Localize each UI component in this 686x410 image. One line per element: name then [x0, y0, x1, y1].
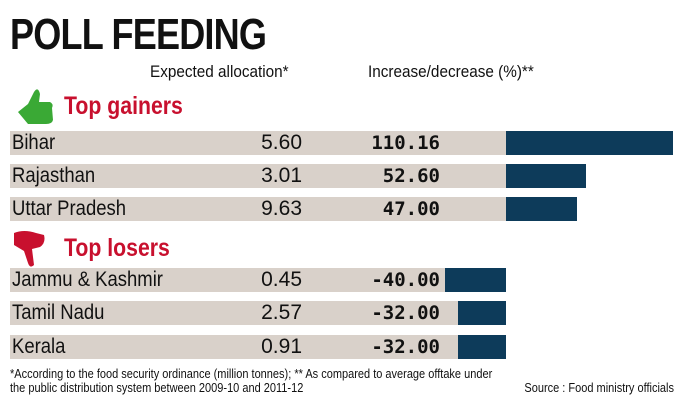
table-row [10, 197, 506, 221]
allocation-value: 0.45 [261, 268, 302, 291]
thumbs-up-icon [18, 89, 53, 124]
table-row [10, 164, 506, 188]
table-row [10, 131, 506, 155]
source-note: Source : Food ministry officials [524, 381, 674, 395]
change-value: -32.00 [371, 336, 440, 358]
chart-title: POLL FEEDING [10, 10, 267, 59]
footnote-line-1: *According to the food security ordinanc… [10, 367, 493, 381]
state-name: Tamil Nadu [12, 301, 105, 324]
bar-rajasthan [506, 164, 586, 188]
bar-uttar-pradesh [506, 197, 578, 221]
change-header: Increase/decrease (%)** [368, 62, 534, 81]
state-name: Bihar [12, 131, 56, 154]
allocation-value: 2.57 [261, 301, 302, 324]
state-name: Rajasthan [12, 164, 96, 187]
thumbs-down-icon [14, 231, 45, 267]
footnote-line-2: the public distribution system between 2… [10, 381, 304, 395]
section-top-losers: Top losers [64, 234, 170, 262]
allocation-value: 5.60 [261, 131, 302, 154]
bar-bihar [506, 131, 673, 155]
section-top-gainers: Top gainers [64, 92, 183, 120]
change-value: 47.00 [382, 198, 440, 220]
change-value: 52.60 [382, 165, 440, 187]
table-row [10, 301, 458, 325]
allocation-value: 3.01 [261, 164, 302, 187]
state-name: Kerala [12, 335, 66, 358]
state-name: Jammu & Kashmir [12, 268, 163, 291]
bar-tamil-nadu [457, 301, 506, 325]
table-row [10, 335, 458, 359]
table-row [10, 268, 446, 292]
allocation-header: Expected allocation* [150, 62, 289, 81]
change-value: -32.00 [371, 302, 440, 324]
bar-kerala [457, 335, 506, 359]
allocation-value: 9.63 [261, 197, 302, 220]
bar-jammu-kashmir [445, 268, 506, 292]
allocation-value: 0.91 [261, 335, 302, 358]
change-value: -40.00 [371, 269, 440, 291]
change-value: 110.16 [371, 132, 440, 154]
state-name: Uttar Pradesh [12, 197, 127, 220]
